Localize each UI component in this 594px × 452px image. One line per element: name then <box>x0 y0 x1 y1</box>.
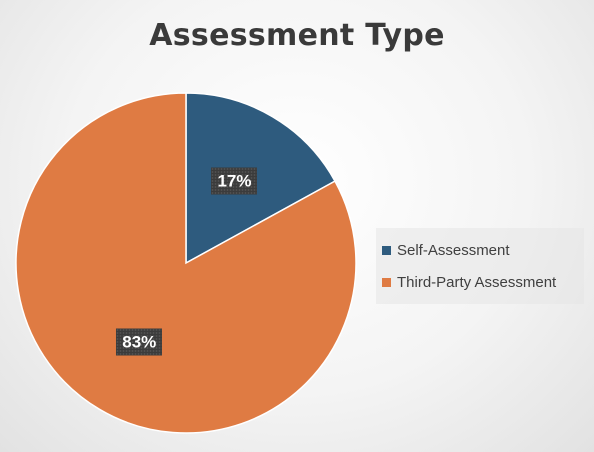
legend-item: Self-Assessment <box>382 234 578 266</box>
legend-item: Third-Party Assessment <box>382 266 578 298</box>
pie-slice-third-party-assessment <box>15 92 357 434</box>
legend-label: Third-Party Assessment <box>397 273 557 291</box>
legend-swatch <box>382 277 391 287</box>
pie-slice-self-assessment <box>185 92 336 265</box>
legend-label: Self-Assessment <box>397 241 510 259</box>
chart-legend: Self-Assessment Third-Party Assessment <box>376 228 584 304</box>
legend-swatch <box>382 245 391 255</box>
data-label-third-party-assessment: 83% <box>116 328 163 356</box>
chart-title: Assessment Type <box>149 18 445 53</box>
data-label-self-assessment: 17% <box>211 167 258 195</box>
